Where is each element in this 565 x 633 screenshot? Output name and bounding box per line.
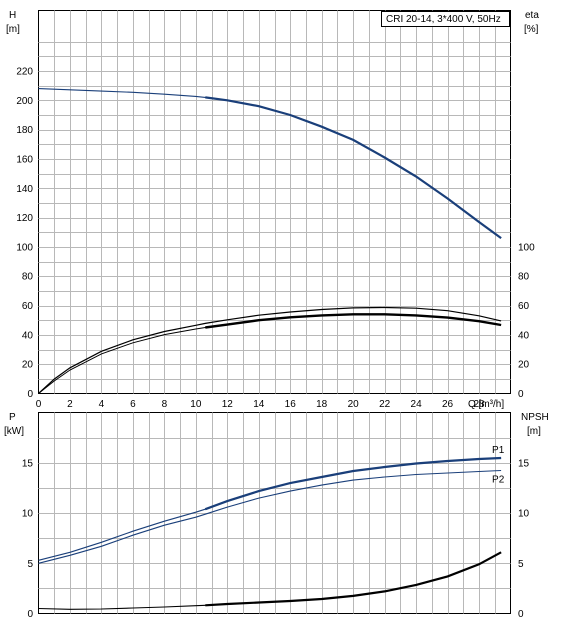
y-right-tick-label: 60	[518, 301, 530, 312]
y-left-tick-label: 220	[16, 67, 33, 78]
bottom-series: P1 P2	[38, 445, 505, 610]
series-line-operating-range	[204, 456, 502, 511]
y-right-tick-label: 80	[518, 272, 530, 283]
x-axis-label: Q [m³/h]	[468, 399, 504, 410]
y-left-label-bottom-unit: [kW]	[4, 426, 24, 437]
top-tick-labels: 0204060801001201401601802002200204060801…	[16, 67, 535, 411]
bottom-grid	[38, 412, 511, 614]
x-tick-label: 10	[190, 399, 202, 410]
y-right-tick-label: 0	[518, 609, 524, 620]
y-left-label-bottom-symbol: P	[9, 412, 16, 423]
top-series	[38, 88, 502, 394]
top-grid	[38, 10, 511, 394]
y-right-label-bottom-unit: [m]	[527, 426, 541, 437]
head-efficiency-panel: 0204060801001201401601802002200204060801…	[6, 10, 539, 410]
y-left-tick-label: 120	[16, 213, 33, 224]
y-left-tick-label: 140	[16, 184, 33, 195]
y-left-tick-label: 20	[22, 360, 34, 371]
y-right-tick-label: 20	[518, 360, 530, 371]
chart-title: CRI 20-14, 3*400 V, 50Hz	[386, 14, 501, 25]
y-left-tick-label: 40	[22, 330, 34, 341]
x-tick-label: 12	[222, 399, 234, 410]
series-line-operating-range	[205, 96, 502, 239]
y-right-label-bottom-symbol: NPSH	[521, 412, 549, 423]
y-left-tick-label: 180	[16, 125, 33, 136]
power-npsh-panel: 0 5 10 15 0 5 10 15 P1 P2 P [kW] NPSH [m]	[4, 412, 549, 620]
y-right-tick-label: 0	[518, 389, 524, 400]
x-tick-label: 4	[99, 399, 105, 410]
title-box	[381, 11, 510, 27]
x-tick-label: 2	[67, 399, 73, 410]
y-left-tick-label: 0	[27, 609, 33, 620]
series-label-p2: P2	[492, 475, 505, 486]
top-plot-frame	[38, 10, 511, 394]
x-tick-label: 8	[162, 399, 168, 410]
y-right-tick-label: 100	[518, 242, 535, 253]
y-right-tick-label: 40	[518, 330, 530, 341]
y-left-tick-label: 80	[22, 272, 34, 283]
bottom-tick-labels: 0 5 10 15 0 5 10 15	[22, 459, 530, 621]
x-tick-label: 28	[473, 399, 485, 410]
y-left-label-top-unit: [m]	[6, 24, 20, 35]
x-tick-label: 24	[411, 399, 423, 410]
series-line-operating-range	[205, 551, 502, 607]
y-left-tick-label: 200	[16, 96, 33, 107]
x-tick-label: 0	[36, 399, 42, 410]
x-tick-label: 14	[253, 399, 265, 410]
y-left-tick-label: 15	[22, 459, 34, 470]
series-label-p1: P1	[492, 445, 505, 456]
y-left-label-top-symbol: H	[9, 10, 16, 21]
y-left-tick-label: 100	[16, 242, 33, 253]
y-right-label-top-symbol: eta	[525, 10, 539, 21]
y-left-tick-label: 60	[22, 301, 34, 312]
y-left-tick-label: 160	[16, 154, 33, 165]
power-p2-line	[38, 469, 502, 564]
y-right-tick-label: 15	[518, 459, 530, 470]
y-right-tick-label: 10	[518, 509, 530, 520]
y-right-label-top-unit: [%]	[524, 24, 539, 35]
eta-series-line	[38, 306, 502, 394]
x-tick-label: 6	[130, 399, 136, 410]
x-tick-label: 18	[316, 399, 328, 410]
x-tick-label: 20	[348, 399, 360, 410]
x-tick-label: 26	[442, 399, 454, 410]
x-tick-label: 16	[285, 399, 297, 410]
eta-series-line	[38, 313, 502, 394]
y-left-tick-label: 0	[27, 389, 33, 400]
y-left-tick-label: 10	[22, 509, 34, 520]
series-line	[38, 88, 502, 239]
y-left-tick-label: 5	[27, 559, 33, 570]
x-tick-label: 22	[379, 399, 391, 410]
y-right-tick-label: 5	[518, 559, 524, 570]
eta-series-line-operating-range	[205, 313, 502, 329]
